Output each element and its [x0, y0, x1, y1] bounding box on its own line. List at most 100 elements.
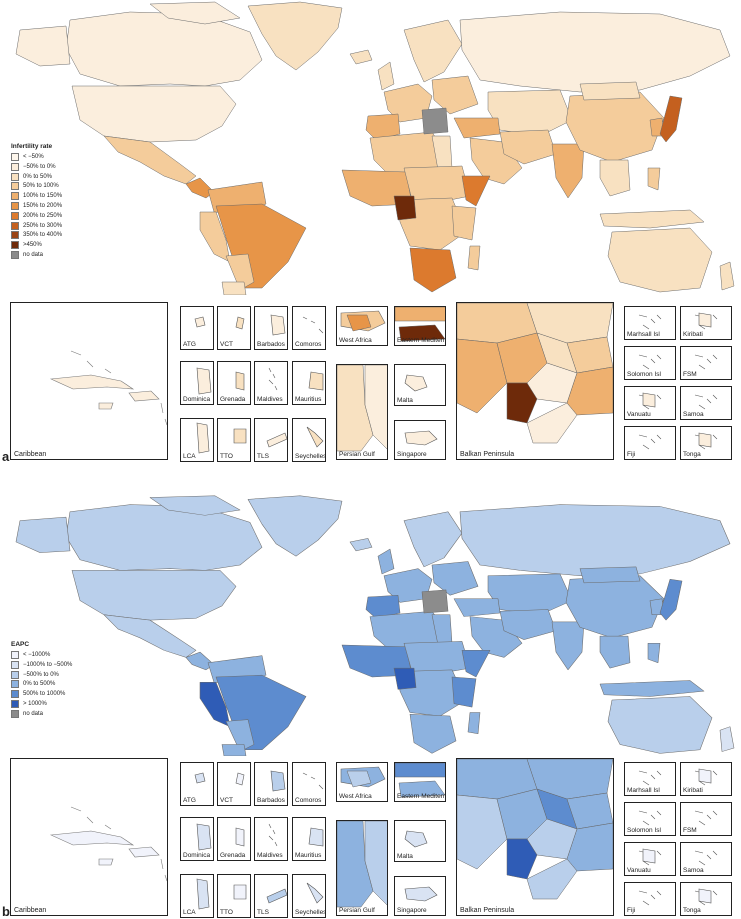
legend-swatch [11, 700, 19, 709]
legend-label: 0% to 500% [23, 681, 56, 688]
legend-swatch [11, 709, 19, 718]
inset-west-africa: West Africa [336, 306, 388, 346]
inset-label: Dominica [183, 852, 211, 859]
legend-item: no data [11, 709, 72, 719]
inset-map [233, 884, 247, 900]
inset-maldives: Maldives [254, 361, 288, 405]
inset-label: Grenada [220, 852, 246, 859]
inset-label: Kiribati [683, 787, 703, 794]
legend-label: 250% to 300% [23, 222, 63, 229]
inset-map [235, 772, 245, 786]
country-brazil [215, 674, 307, 751]
inset-label: Solomon Isl [627, 371, 661, 378]
legend-swatch [11, 651, 19, 660]
legend-label: 200% to 250% [23, 212, 63, 219]
inset-persian-gulf: Persian Gulf [336, 820, 388, 916]
legend-title: Infertility rate [11, 143, 53, 150]
country-mongolia [579, 566, 641, 584]
inset-samoa: Samoa [680, 386, 732, 420]
legend-item: 50% to 100% [11, 182, 62, 192]
country-uk-ireland [377, 61, 395, 91]
inset-map [196, 823, 212, 851]
inset-map [638, 890, 662, 906]
inset-label: Maldives [257, 396, 283, 403]
inset-barbados: Barbados [254, 306, 288, 350]
legend-swatch [11, 172, 19, 181]
country-iceland [349, 538, 373, 552]
inset-label: Malta [397, 397, 413, 404]
legend-label: 150% to 200% [23, 202, 63, 209]
inset-tls: TLS [254, 874, 288, 918]
inset-label: Seychelles [295, 909, 326, 916]
inset-label: FSM [683, 827, 697, 834]
country-southern-africa [409, 247, 457, 293]
country-usa [71, 570, 237, 621]
country-kazakhstan-central-asia [487, 89, 573, 137]
inset-map [308, 371, 324, 391]
inset-caribbean: Caribbean [10, 758, 168, 916]
legend-label: no data [23, 710, 44, 717]
panel-letter: b [2, 904, 10, 919]
inset-label: West Africa [339, 793, 372, 800]
inset-map [302, 316, 324, 334]
legend-item: > 1000% [11, 699, 72, 709]
legend-swatch [11, 182, 19, 191]
inset-seychelles: Seychelles [292, 418, 326, 462]
inset-dominica: Dominica [180, 817, 214, 861]
legend-swatch [11, 192, 19, 201]
inset-caribbean: Caribbean [10, 302, 168, 460]
inset-fiji: Fiji [624, 882, 676, 916]
legend-item: −500% to 0% [11, 670, 72, 680]
legend-item: 0% to 500% [11, 680, 72, 690]
country-horn-of-africa [461, 175, 491, 207]
inset-malta: Malta [394, 364, 446, 406]
inset-map [457, 759, 613, 900]
legend-swatch [11, 153, 19, 162]
inset-label: Malta [397, 853, 413, 860]
country-alaska [15, 25, 71, 67]
inset-map [395, 763, 445, 798]
country-central-europe [431, 561, 479, 596]
legend-item: 100% to 150% [11, 191, 62, 201]
country-arctic-islands [149, 495, 241, 516]
inset-vct: VCT [217, 762, 251, 806]
country-japan [659, 579, 683, 621]
inset-map [694, 354, 718, 370]
country-iceland [349, 49, 373, 65]
inset-label: LCA [183, 909, 196, 916]
inset-kiribati: Kiribati [680, 306, 732, 340]
inset-map [638, 392, 662, 410]
legend-label: no data [23, 251, 44, 258]
inset-tonga: Tonga [680, 882, 732, 916]
country-brazil [215, 203, 307, 289]
inset-label: VCT [220, 797, 233, 804]
inset-marhsall-isl: Marhsall Isl [624, 762, 676, 796]
inset-label: Balkan Peninsula [460, 451, 515, 458]
legend-swatch [11, 690, 19, 699]
inset-label: Fiji [627, 451, 636, 458]
inset-map [638, 810, 662, 826]
country-canada [65, 11, 263, 87]
country-scandinavia [403, 511, 463, 568]
country-mexico [103, 135, 197, 185]
country-india [551, 621, 585, 671]
inset-map [404, 886, 438, 902]
inset-map [194, 772, 206, 784]
inset-map [340, 310, 386, 332]
inset-comoros: Comoros [292, 306, 326, 350]
legend-label: −500% to 0% [23, 671, 59, 678]
inset-label: Eastern Mediterranean [397, 793, 446, 800]
country-philippines [647, 642, 661, 663]
legend-label: −50% to 0% [23, 163, 56, 170]
inset-map [404, 430, 438, 446]
inset-map [235, 316, 245, 330]
inset-label: Singapore [397, 907, 427, 914]
country-egypt [421, 107, 449, 135]
inset-map [235, 371, 245, 391]
legend-item: >450% [11, 240, 62, 250]
inset-label: Grenada [220, 396, 246, 403]
country-iran-afghanistan [499, 129, 557, 165]
inset-vct: VCT [217, 306, 251, 350]
inset-label: TLS [257, 909, 269, 916]
world-map [15, 1, 735, 295]
